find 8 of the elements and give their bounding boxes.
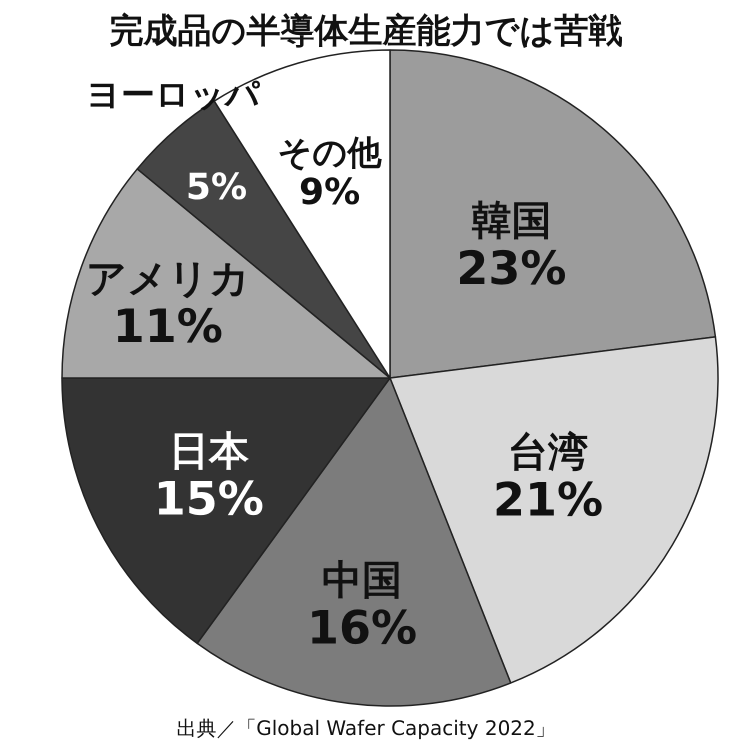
slice-label: 台湾 — [508, 430, 588, 476]
slice-label: ヨーロッパ — [86, 74, 260, 115]
slice-label: その他 — [278, 133, 383, 174]
source-note: 出典／「Global Wafer Capacity 2022」 — [176, 716, 556, 740]
data-label: 21% — [493, 472, 604, 526]
chart-title: 完成品の半導体生産能力では苦戦 — [110, 11, 622, 51]
data-label: 9% — [299, 172, 360, 214]
data-label: 5% — [186, 167, 248, 208]
